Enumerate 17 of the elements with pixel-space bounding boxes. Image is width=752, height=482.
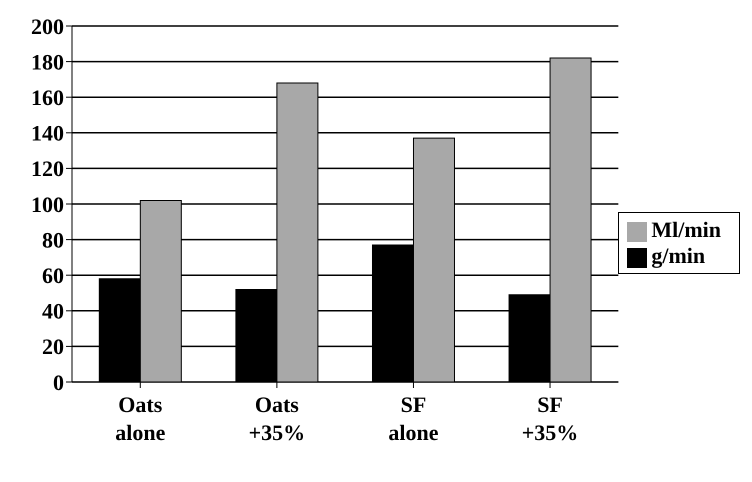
y-tick-label: 40 (42, 298, 64, 324)
legend-label: g/min (651, 243, 706, 268)
y-tick-label: 180 (31, 49, 64, 74)
x-tick-label: Oats alone (115, 392, 166, 445)
x-tick-label: SF +35% (522, 392, 578, 445)
x-tick-label: Oats +35% (248, 392, 306, 445)
y-tick-label: 100 (31, 192, 64, 217)
y-tick-label: 80 (42, 227, 64, 252)
y-tick-label: 0 (53, 370, 64, 395)
x-tick-label: SF alone (388, 392, 439, 445)
y-tick-label: 120 (31, 156, 64, 182)
legend-label: Ml/min (651, 217, 721, 242)
y-tick-label: 140 (31, 120, 64, 146)
y-tick-label: 160 (31, 85, 64, 110)
y-tick-label: 20 (42, 334, 64, 360)
y-tick-label: 60 (42, 263, 64, 288)
y-tick-label: 200 (31, 14, 64, 39)
